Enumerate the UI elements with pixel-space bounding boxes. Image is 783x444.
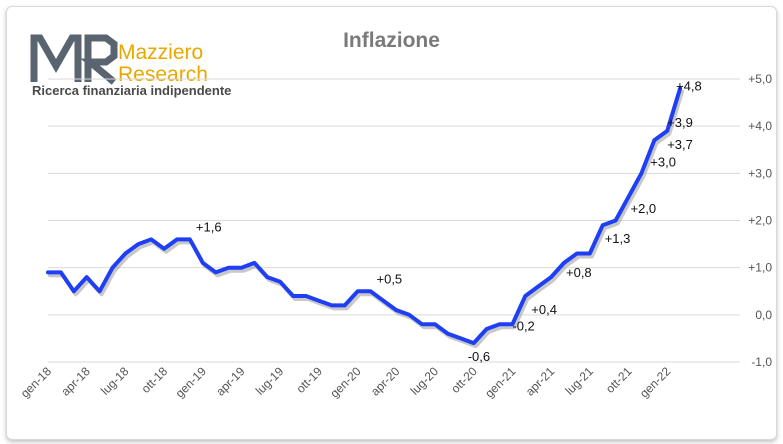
x-tick-label: ott-19 bbox=[293, 364, 325, 396]
data-point bbox=[343, 303, 347, 307]
mr-logo-mark-icon bbox=[30, 34, 118, 85]
data-point bbox=[369, 289, 372, 293]
data-point bbox=[575, 252, 579, 256]
series-line bbox=[46, 86, 683, 346]
mazziero-research-logo: Mazziero Research Ricerca finanziaria in… bbox=[30, 32, 232, 102]
x-tick-label: ott-20 bbox=[448, 364, 480, 396]
y-tick-label: +1,0 bbox=[748, 261, 772, 275]
data-point bbox=[536, 285, 540, 289]
logo-tagline: Ricerca finanziaria indipendente bbox=[32, 83, 232, 98]
data-point bbox=[562, 261, 566, 265]
data-point bbox=[614, 219, 618, 222]
data-point bbox=[407, 313, 411, 317]
data-point bbox=[162, 247, 166, 251]
data-point bbox=[420, 322, 424, 326]
data-label: +4,8 bbox=[676, 78, 702, 93]
x-tick-label: ott-18 bbox=[139, 364, 171, 396]
y-tick-label: +4,0 bbox=[748, 119, 772, 133]
data-point bbox=[446, 332, 450, 336]
data-point bbox=[85, 275, 89, 279]
x-tick-label: lug-20 bbox=[408, 364, 442, 398]
data-point bbox=[149, 237, 153, 241]
data-point bbox=[46, 270, 50, 274]
y-tick-label: +3,0 bbox=[748, 166, 772, 180]
logo-name-line2: Research bbox=[118, 63, 208, 86]
data-point bbox=[472, 341, 476, 345]
x-tick-label: apr-19 bbox=[213, 364, 248, 399]
data-point bbox=[111, 266, 114, 270]
data-point bbox=[601, 223, 605, 227]
x-tick-label: gen-21 bbox=[482, 364, 519, 401]
data-point bbox=[317, 299, 321, 303]
x-tick-label: gen-22 bbox=[637, 364, 674, 401]
data-point bbox=[627, 195, 630, 199]
data-point bbox=[523, 294, 527, 298]
x-tick-label: apr-20 bbox=[368, 364, 403, 399]
x-tick-label: gen-19 bbox=[173, 364, 210, 401]
data-label: +1,3 bbox=[605, 231, 631, 246]
logo-name-line1: Mazziero bbox=[118, 41, 204, 64]
data-point bbox=[175, 237, 179, 241]
data-point bbox=[227, 266, 231, 270]
y-tick-label: +2,0 bbox=[748, 214, 772, 228]
data-label: -0,6 bbox=[468, 349, 490, 364]
data-point bbox=[459, 336, 463, 340]
data-point bbox=[188, 237, 192, 241]
data-label: +0,5 bbox=[377, 271, 403, 286]
data-point bbox=[123, 252, 127, 256]
data-point bbox=[356, 289, 360, 293]
x-tick-label: lug-19 bbox=[253, 364, 287, 398]
series-line-shadow bbox=[48, 89, 685, 349]
data-point bbox=[252, 261, 256, 265]
y-tick-label: +5,0 bbox=[748, 72, 772, 86]
data-point bbox=[498, 322, 501, 326]
data-label: +3,9 bbox=[667, 115, 693, 130]
data-point bbox=[265, 275, 269, 279]
data-point bbox=[510, 322, 514, 326]
x-tick-label: lug-21 bbox=[562, 364, 596, 398]
data-point bbox=[201, 261, 205, 265]
data-point bbox=[678, 86, 682, 90]
y-tick-label: 0,0 bbox=[755, 308, 772, 322]
data-point bbox=[485, 327, 489, 331]
data-label: +2,0 bbox=[631, 201, 657, 216]
y-tick-label: -1,0 bbox=[751, 355, 772, 369]
chart-title: Inflazione bbox=[343, 29, 440, 52]
data-point bbox=[304, 294, 308, 298]
data-label: +0,4 bbox=[531, 302, 557, 317]
data-point bbox=[330, 303, 334, 307]
data-point bbox=[240, 266, 243, 270]
x-tick-label: ott-21 bbox=[603, 364, 635, 396]
data-point bbox=[639, 171, 643, 175]
data-point bbox=[136, 242, 140, 246]
data-point bbox=[278, 280, 282, 284]
data-label: +1,6 bbox=[196, 219, 222, 234]
data-point bbox=[72, 289, 76, 293]
data-point bbox=[59, 270, 63, 274]
x-tick-label: apr-21 bbox=[523, 364, 558, 399]
data-label: +3,7 bbox=[667, 137, 693, 152]
data-point bbox=[665, 129, 669, 133]
data-label: +3,0 bbox=[650, 154, 676, 169]
data-label: +0,8 bbox=[566, 265, 592, 280]
data-point bbox=[433, 322, 437, 326]
data-point bbox=[214, 270, 218, 274]
chart-frame bbox=[6, 6, 777, 440]
x-tick-label: gen-18 bbox=[18, 364, 55, 401]
x-tick-label: lug-18 bbox=[98, 364, 132, 398]
data-point bbox=[549, 275, 553, 279]
data-point bbox=[652, 138, 656, 142]
x-tick-label: apr-18 bbox=[58, 364, 93, 399]
x-tick-label: gen-20 bbox=[327, 364, 364, 401]
data-point bbox=[98, 289, 102, 293]
data-point bbox=[381, 299, 385, 303]
data-point bbox=[588, 252, 592, 256]
data-point bbox=[291, 294, 295, 298]
data-label: -0,2 bbox=[512, 318, 534, 333]
data-point bbox=[394, 308, 398, 312]
